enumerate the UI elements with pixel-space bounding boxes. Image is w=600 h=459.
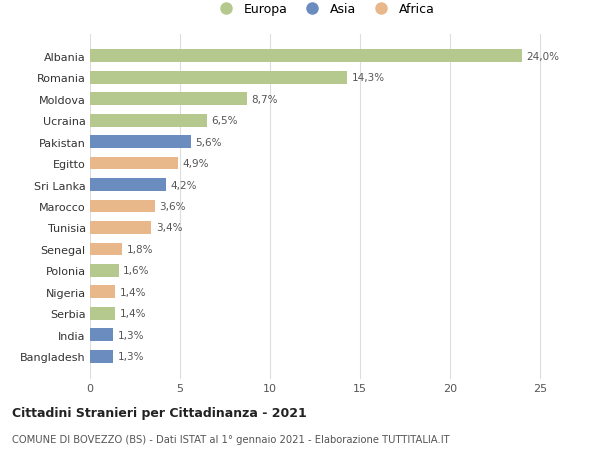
Text: Cittadini Stranieri per Cittadinanza - 2021: Cittadini Stranieri per Cittadinanza - 2… [12,406,307,419]
Text: 3,6%: 3,6% [160,202,186,212]
Text: 1,6%: 1,6% [124,266,150,276]
Text: 6,5%: 6,5% [212,116,238,126]
Text: 24,0%: 24,0% [527,51,560,62]
Text: 8,7%: 8,7% [251,95,278,104]
Bar [90,50,522,63]
Bar [90,222,151,235]
Bar [90,329,113,341]
Text: 1,8%: 1,8% [127,245,154,254]
Bar [90,286,115,299]
Bar [90,307,115,320]
Legend: Europa, Asia, Africa: Europa, Asia, Africa [209,0,439,21]
Text: 5,6%: 5,6% [196,137,222,147]
Bar [90,264,119,277]
Bar [90,93,247,106]
Bar [90,243,122,256]
Bar [90,72,347,84]
Bar [90,350,113,363]
Bar [90,179,166,191]
Text: 4,9%: 4,9% [182,159,209,168]
Text: 3,4%: 3,4% [156,223,182,233]
Bar [90,157,178,170]
Bar [90,136,191,149]
Text: COMUNE DI BOVEZZO (BS) - Dati ISTAT al 1° gennaio 2021 - Elaborazione TUTTITALIA: COMUNE DI BOVEZZO (BS) - Dati ISTAT al 1… [12,434,449,444]
Text: 1,4%: 1,4% [120,287,146,297]
Text: 14,3%: 14,3% [352,73,385,83]
Text: 4,2%: 4,2% [170,180,197,190]
Text: 1,3%: 1,3% [118,352,145,362]
Bar [90,114,207,127]
Bar [90,200,155,213]
Text: 1,4%: 1,4% [120,309,146,319]
Text: 1,3%: 1,3% [118,330,145,340]
